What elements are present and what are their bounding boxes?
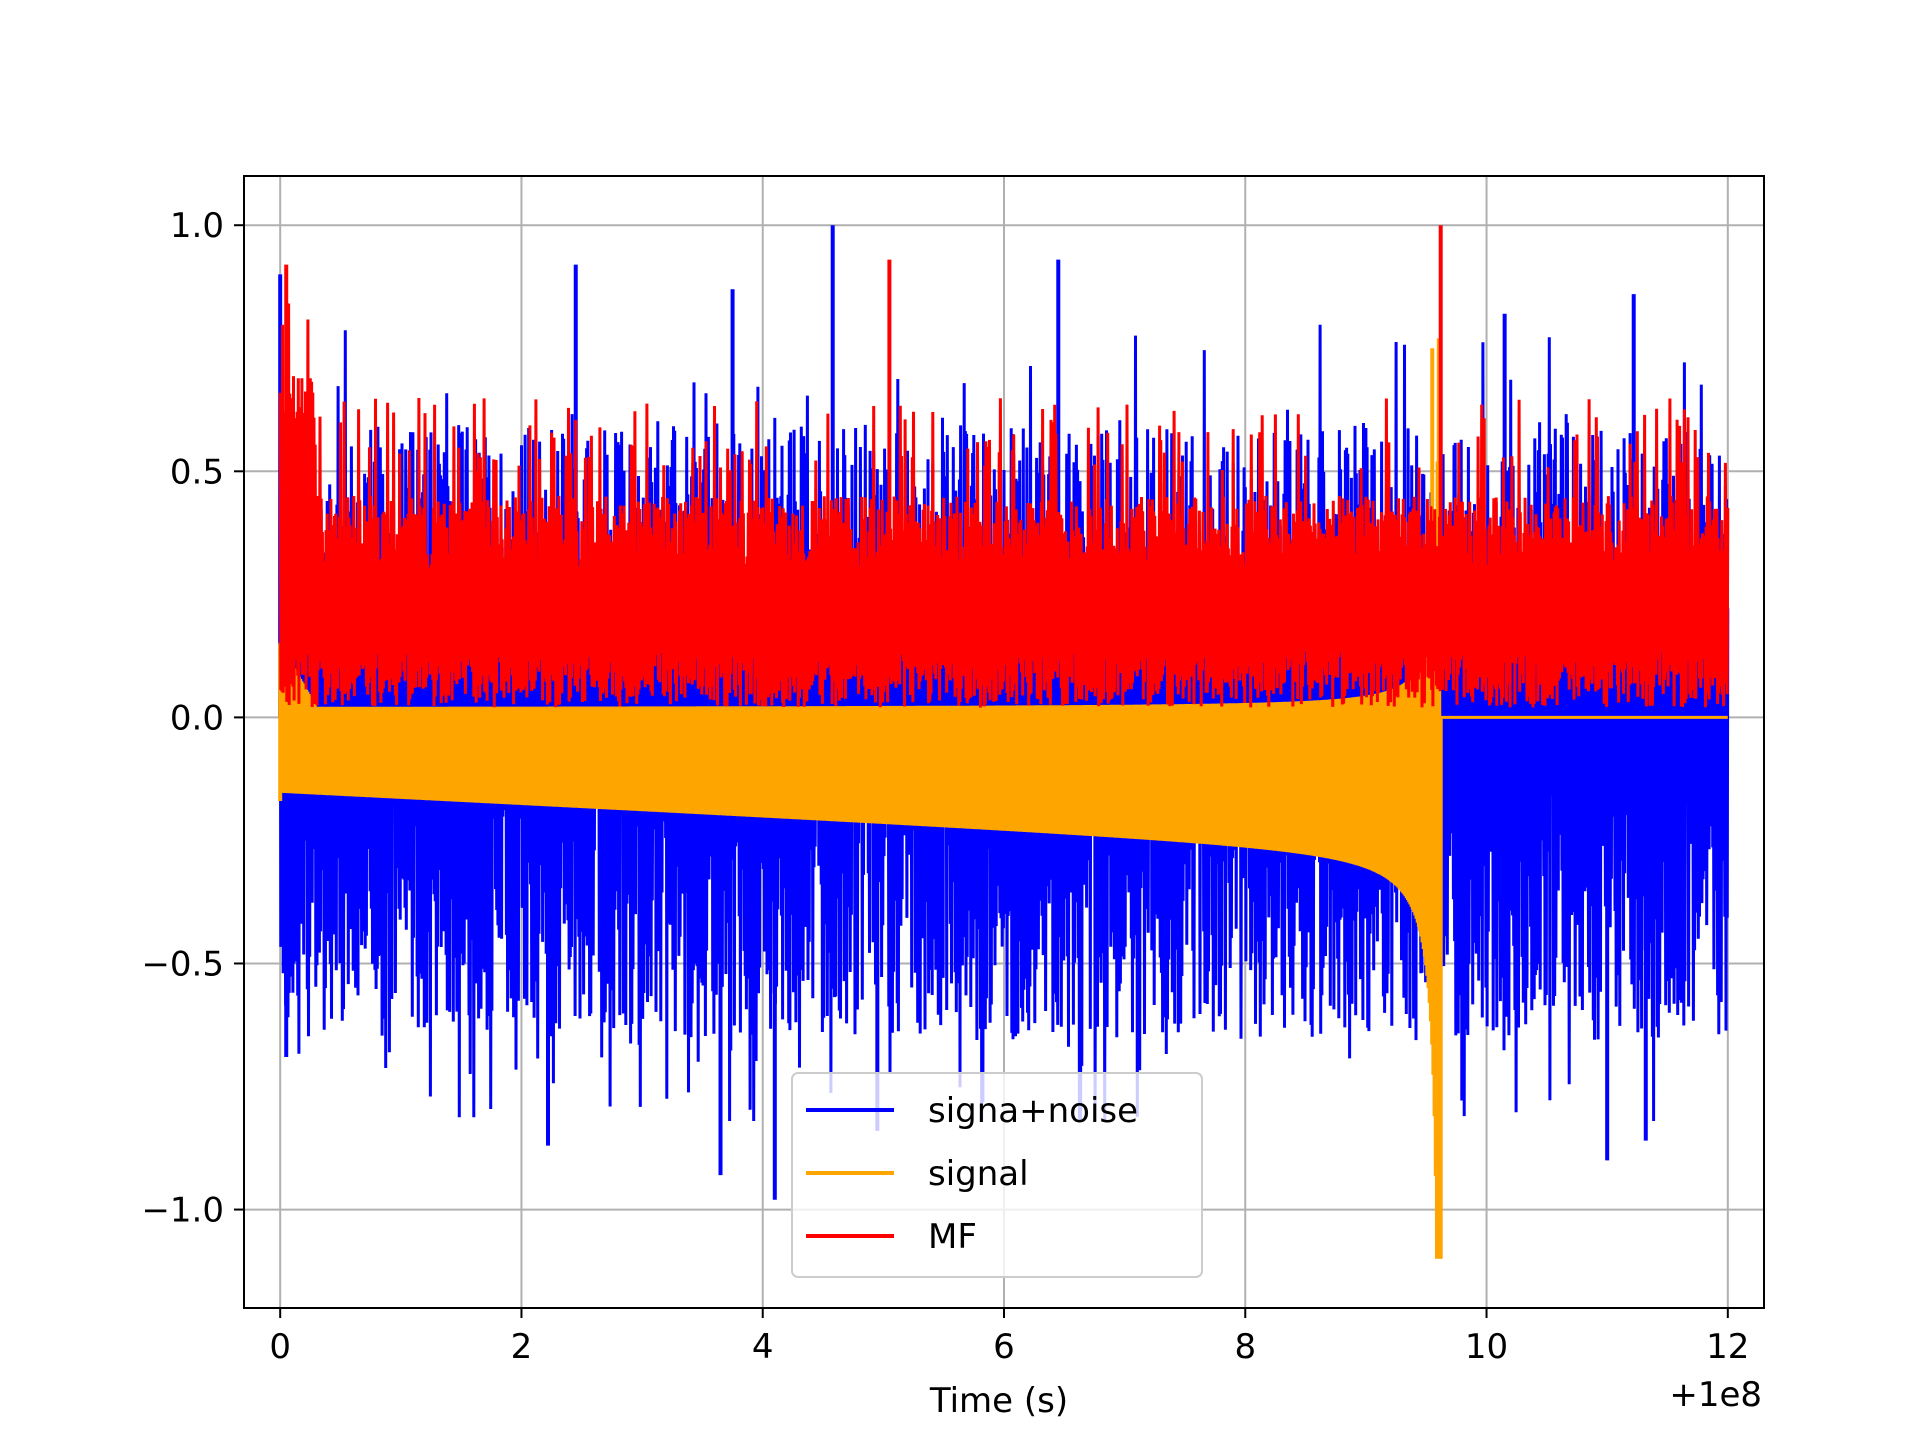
x-tick-label: 2 — [511, 1327, 533, 1367]
x-axis-label: Time (s) — [929, 1381, 1068, 1421]
legend: signa+noise signal MF — [791, 1072, 1203, 1278]
legend-label: MF — [928, 1217, 977, 1257]
y-tick-label: −0.5 — [141, 944, 224, 984]
y-tick-label: 0.5 — [170, 452, 224, 492]
series-line-signal — [278, 338, 1728, 1259]
series-line-mf — [278, 303, 1730, 708]
tick-layer: 0 2 4 6 8 10 12 −1.0 −0.5 0.0 0.5 1.0 — [141, 206, 1749, 1367]
x-tick-label: 4 — [752, 1327, 774, 1367]
y-tick-label: 1.0 — [170, 206, 224, 246]
x-tick-label: 8 — [1234, 1327, 1256, 1367]
legend-label: signa+noise — [928, 1091, 1138, 1131]
x-tick-label: 12 — [1706, 1327, 1749, 1367]
y-tick-label: 0.0 — [170, 698, 224, 738]
series-layer — [278, 225, 1730, 1259]
legend-label: signal — [928, 1154, 1029, 1194]
legend-box — [791, 1072, 1203, 1278]
x-offset-label: +1e8 — [1669, 1375, 1762, 1415]
x-tick-label: 6 — [993, 1327, 1015, 1367]
y-tick-label: −1.0 — [141, 1191, 224, 1231]
x-tick-label: 0 — [269, 1327, 291, 1367]
x-tick-label: 10 — [1465, 1327, 1508, 1367]
